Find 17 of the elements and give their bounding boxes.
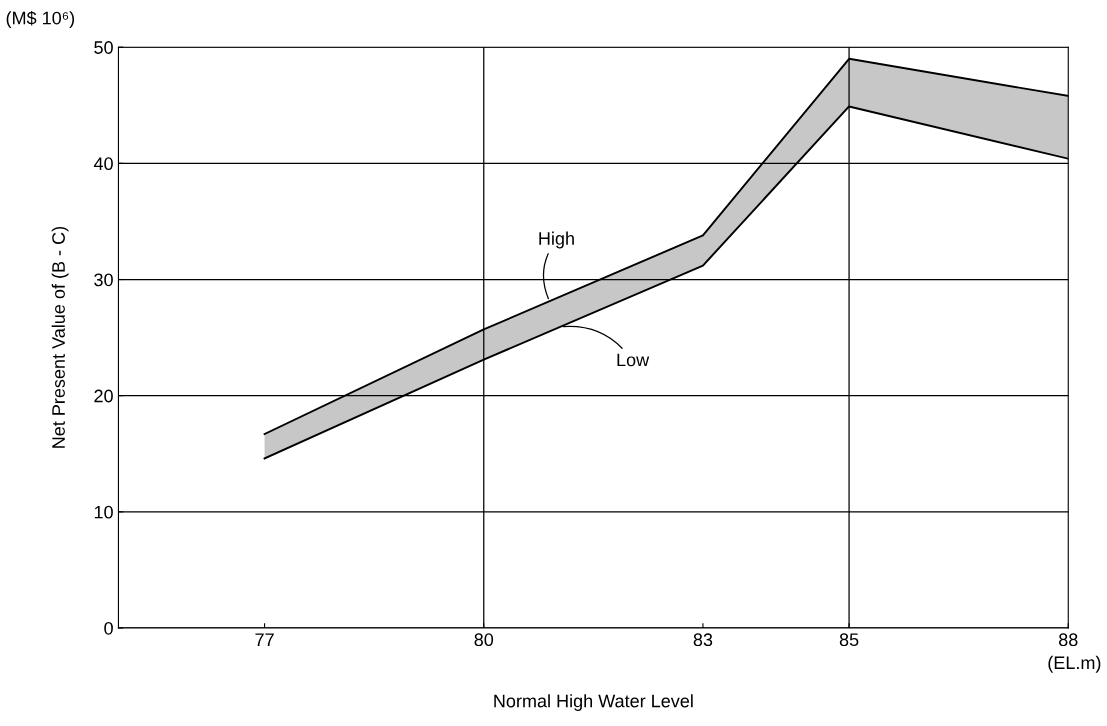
x-tick-label: 83 (693, 633, 713, 647)
y-axis-title: Net Present Value of (B - C) (51, 226, 69, 448)
text: High (539, 231, 574, 249)
y-tick-label: 40 (93, 157, 113, 171)
x-tick-label: 85 (839, 633, 859, 647)
x-tick-label: 77 (255, 633, 274, 646)
y-tick-label: 50 (94, 41, 113, 54)
y-tick-label: 0 (104, 621, 113, 635)
text: (M$ 10⁶) (6, 10, 75, 28)
y-tick-label: 10 (94, 505, 113, 519)
x-axis-title: Normal High Water Level (494, 694, 693, 711)
text: Low (617, 353, 650, 367)
text: (EL.m) (1048, 655, 1101, 673)
x-tick-label: 80 (474, 633, 494, 647)
y-tick-label: 20 (94, 389, 113, 403)
y-tick-label: 30 (94, 273, 113, 287)
x-tick-label: 88 (1059, 633, 1078, 647)
